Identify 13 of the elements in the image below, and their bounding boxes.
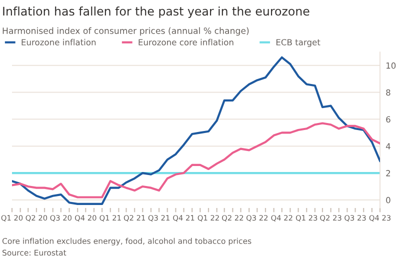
y-tick-label: 4	[386, 143, 390, 150]
y-tick-label: 2	[386, 170, 390, 176]
legend-label: Eurozone inflation	[22, 38, 96, 46]
chart-title: Inflation has fallen for the past year in the eurozone	[3, 6, 310, 18]
line-series	[12, 122, 380, 198]
line-series	[12, 56, 380, 206]
y-tick-label: 10	[386, 62, 396, 69]
chart-subtitle: Harmonised index of consumer prices (annual % change)	[2, 27, 249, 36]
legend-label: ECB target	[276, 39, 320, 47]
legend-label: Eurozone core inflation	[138, 38, 234, 46]
y-tick-label: 8	[386, 89, 390, 96]
y-tick-label: 6	[386, 116, 390, 123]
y-tick-label: 0	[386, 196, 390, 204]
